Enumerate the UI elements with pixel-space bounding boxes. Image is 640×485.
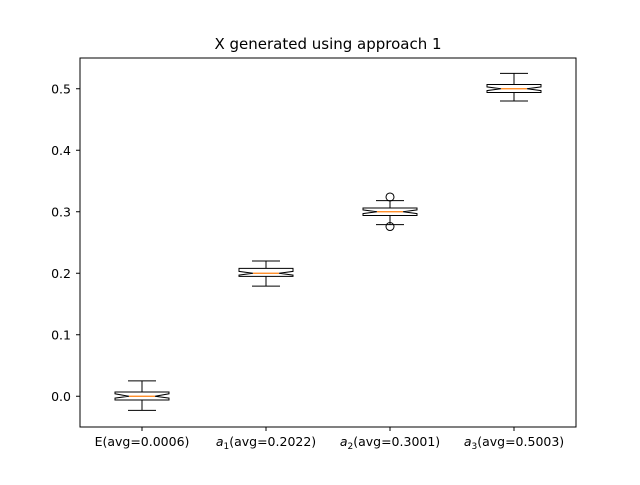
flier-point bbox=[385, 192, 395, 202]
y-tick-label: 0.0 bbox=[51, 389, 71, 404]
x-tick-label: a1(avg=0.2022) bbox=[216, 434, 316, 452]
y-tick-label: 0.2 bbox=[51, 266, 71, 281]
y-tick-label: 0.4 bbox=[51, 143, 71, 158]
x-tick-label: a3(avg=0.5003) bbox=[464, 434, 564, 452]
x-tick-label: E(avg=0.0006) bbox=[95, 434, 190, 449]
box-body bbox=[238, 267, 294, 277]
box-2 bbox=[238, 260, 294, 287]
box-3 bbox=[362, 192, 418, 232]
box-body bbox=[486, 83, 542, 93]
y-tick-label: 0.1 bbox=[51, 327, 71, 342]
axes-frame bbox=[79, 57, 577, 428]
chart-title: X generated using approach 1 bbox=[214, 35, 441, 53]
flier-point bbox=[385, 222, 395, 232]
y-tick-label: 0.5 bbox=[51, 81, 71, 96]
box-4 bbox=[486, 72, 542, 102]
box-1 bbox=[114, 380, 170, 411]
plot-area: 0.0 0.1 0.2 0.3 0.4 0.5 E(avg=0.0006) a1(avg=0.… bbox=[51, 57, 577, 452]
x-tick-label: a2(avg=0.3001) bbox=[340, 434, 440, 452]
y-tick-label: 0.3 bbox=[51, 204, 71, 219]
box-body bbox=[362, 207, 418, 216]
box-body bbox=[114, 391, 170, 401]
